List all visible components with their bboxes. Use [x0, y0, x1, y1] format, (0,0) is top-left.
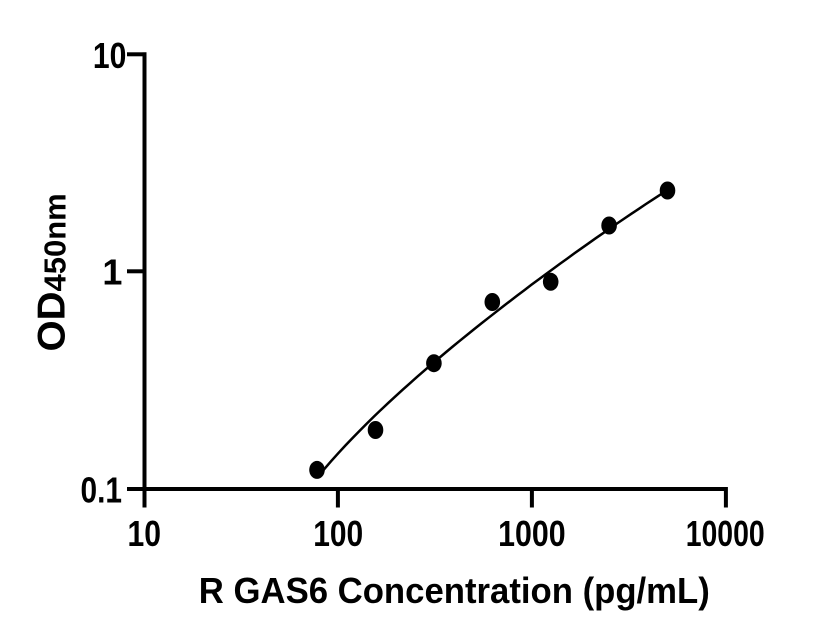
svg-text:OD: OD: [31, 292, 74, 352]
svg-text:10000: 10000: [686, 513, 765, 554]
svg-text:10: 10: [93, 35, 127, 76]
svg-text:100: 100: [313, 513, 363, 554]
svg-text:0.1: 0.1: [81, 470, 123, 511]
svg-text:1000: 1000: [498, 513, 566, 554]
svg-text:1: 1: [102, 251, 122, 292]
svg-text:450nm: 450nm: [38, 193, 73, 291]
svg-text:R GAS6 Concentration (pg/mL): R GAS6 Concentration (pg/mL): [199, 570, 710, 611]
svg-text:10: 10: [128, 513, 162, 554]
